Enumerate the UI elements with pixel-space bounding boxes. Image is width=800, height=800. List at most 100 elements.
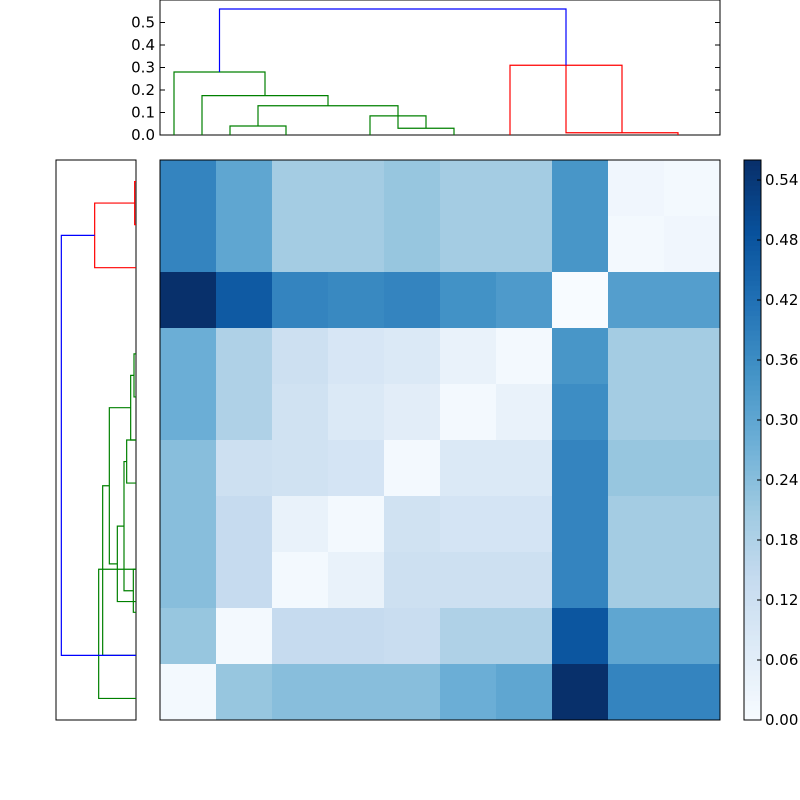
dendrogram-link [94, 202, 136, 269]
heatmap-cell [552, 328, 609, 385]
colorbar-gradient-step [744, 330, 761, 336]
colorbar-gradient-step [744, 290, 761, 296]
colorbar-gradient-step [744, 400, 761, 406]
heatmap-cell [440, 384, 497, 441]
colorbar-gradient-step [744, 595, 761, 601]
heatmap-cell [216, 384, 273, 441]
colorbar-gradient-step [744, 585, 761, 591]
colorbar-gradient-step [744, 295, 761, 301]
colorbar-tick-label: 0.42 [765, 291, 798, 309]
heatmap-cell [160, 328, 217, 385]
heatmap-cell [328, 608, 385, 665]
colorbar-gradient-step [744, 345, 761, 351]
heatmap-cell [496, 496, 553, 553]
heatmap-cell [272, 384, 329, 441]
heatmap-cell [328, 328, 385, 385]
colorbar-gradient-step [744, 455, 761, 461]
colorbar-gradient-step [744, 675, 761, 681]
dendrogram-link [108, 407, 131, 565]
y-tick-label: 0.3 [131, 59, 155, 77]
heatmap-cell [608, 160, 665, 217]
colorbar-gradient-step [744, 265, 761, 271]
heatmap-cell [552, 216, 609, 273]
heatmap-cell [440, 272, 497, 329]
heatmap-cell [664, 664, 721, 721]
colorbar-gradient-step [744, 305, 761, 311]
colorbar-gradient-step [744, 210, 761, 216]
heatmap-cell [272, 328, 329, 385]
dendrogram-link [126, 439, 136, 484]
colorbar-gradient-step [744, 430, 761, 436]
colorbar-gradient-step [744, 405, 761, 411]
heatmap-cell [328, 496, 385, 553]
dendrogram-link [60, 234, 136, 656]
heatmap-cell [552, 664, 609, 721]
heatmap-cell [440, 328, 497, 385]
heatmap-cell [440, 440, 497, 497]
colorbar-gradient-step [744, 475, 761, 481]
colorbar-gradient-step [744, 320, 761, 326]
heatmap-cell [664, 328, 721, 385]
colorbar-tick-label: 0.06 [765, 651, 798, 669]
colorbar-gradient-step [744, 645, 761, 651]
dendrogram-link [123, 460, 134, 592]
heatmap-cell [160, 608, 217, 665]
colorbar-gradient-step [744, 615, 761, 621]
heatmap-cell [496, 328, 553, 385]
colorbar-gradient-step [744, 715, 761, 721]
heatmap-cell [664, 160, 721, 217]
colorbar-gradient-step [744, 460, 761, 466]
heatmap-cell [160, 216, 217, 273]
heatmap-cell [160, 160, 217, 217]
heatmap-cell [160, 664, 217, 721]
heatmap-cell [664, 384, 721, 441]
heatmap-cell [552, 160, 609, 217]
colorbar-gradient-step [744, 220, 761, 226]
y-tick-label: 0.2 [131, 81, 155, 99]
colorbar-gradient-step [744, 575, 761, 581]
colorbar-gradient-step [744, 535, 761, 541]
heatmap-cell [552, 608, 609, 665]
colorbar-tick-label: 0.54 [765, 171, 798, 189]
colorbar-gradient-step [744, 635, 761, 641]
colorbar-gradient-step [744, 450, 761, 456]
heatmap-cell [664, 552, 721, 609]
colorbar-gradient-step [744, 650, 761, 656]
colorbar-tick-label: 0.36 [765, 351, 798, 369]
colorbar-gradient-step [744, 270, 761, 276]
colorbar-gradient-step [744, 480, 761, 486]
colorbar-gradient-step [744, 315, 761, 321]
heatmap-cell [496, 608, 553, 665]
colorbar-gradient-step [744, 555, 761, 561]
heatmap-cell [216, 440, 273, 497]
colorbar-gradient-step [744, 185, 761, 191]
colorbar-gradient-step [744, 350, 761, 356]
top-dendrogram: 0.0 0.1 0.2 0.3 0.4 0.5 [131, 0, 721, 144]
colorbar-gradient-step [744, 490, 761, 496]
colorbar-gradient-step [744, 445, 761, 451]
colorbar-gradient-step [744, 200, 761, 206]
colorbar-gradient-step [744, 565, 761, 571]
colorbar-gradient-step [744, 375, 761, 381]
heatmap-cell [608, 328, 665, 385]
colorbar-gradient-step [744, 610, 761, 616]
heatmap-cell [216, 552, 273, 609]
colorbar-gradient-step [744, 500, 761, 506]
heatmap-cell [328, 664, 385, 721]
colorbar-tick-label: 0.18 [765, 531, 798, 549]
colorbar-gradient-step [744, 485, 761, 491]
heatmap-cell [496, 552, 553, 609]
colorbar-gradient-step [744, 280, 761, 286]
heatmap-cell [664, 608, 721, 665]
colorbar-gradient-step [744, 570, 761, 576]
heatmap-cell [272, 496, 329, 553]
dendrogram-link [134, 180, 136, 226]
colorbar-gradient-step [744, 515, 761, 521]
colorbar-gradient-step [744, 530, 761, 536]
heatmap-cell [328, 440, 385, 497]
colorbar-gradient-step [744, 465, 761, 471]
colorbar-gradient-step [744, 390, 761, 396]
heatmap-cell [272, 664, 329, 721]
heatmap-cell [272, 552, 329, 609]
